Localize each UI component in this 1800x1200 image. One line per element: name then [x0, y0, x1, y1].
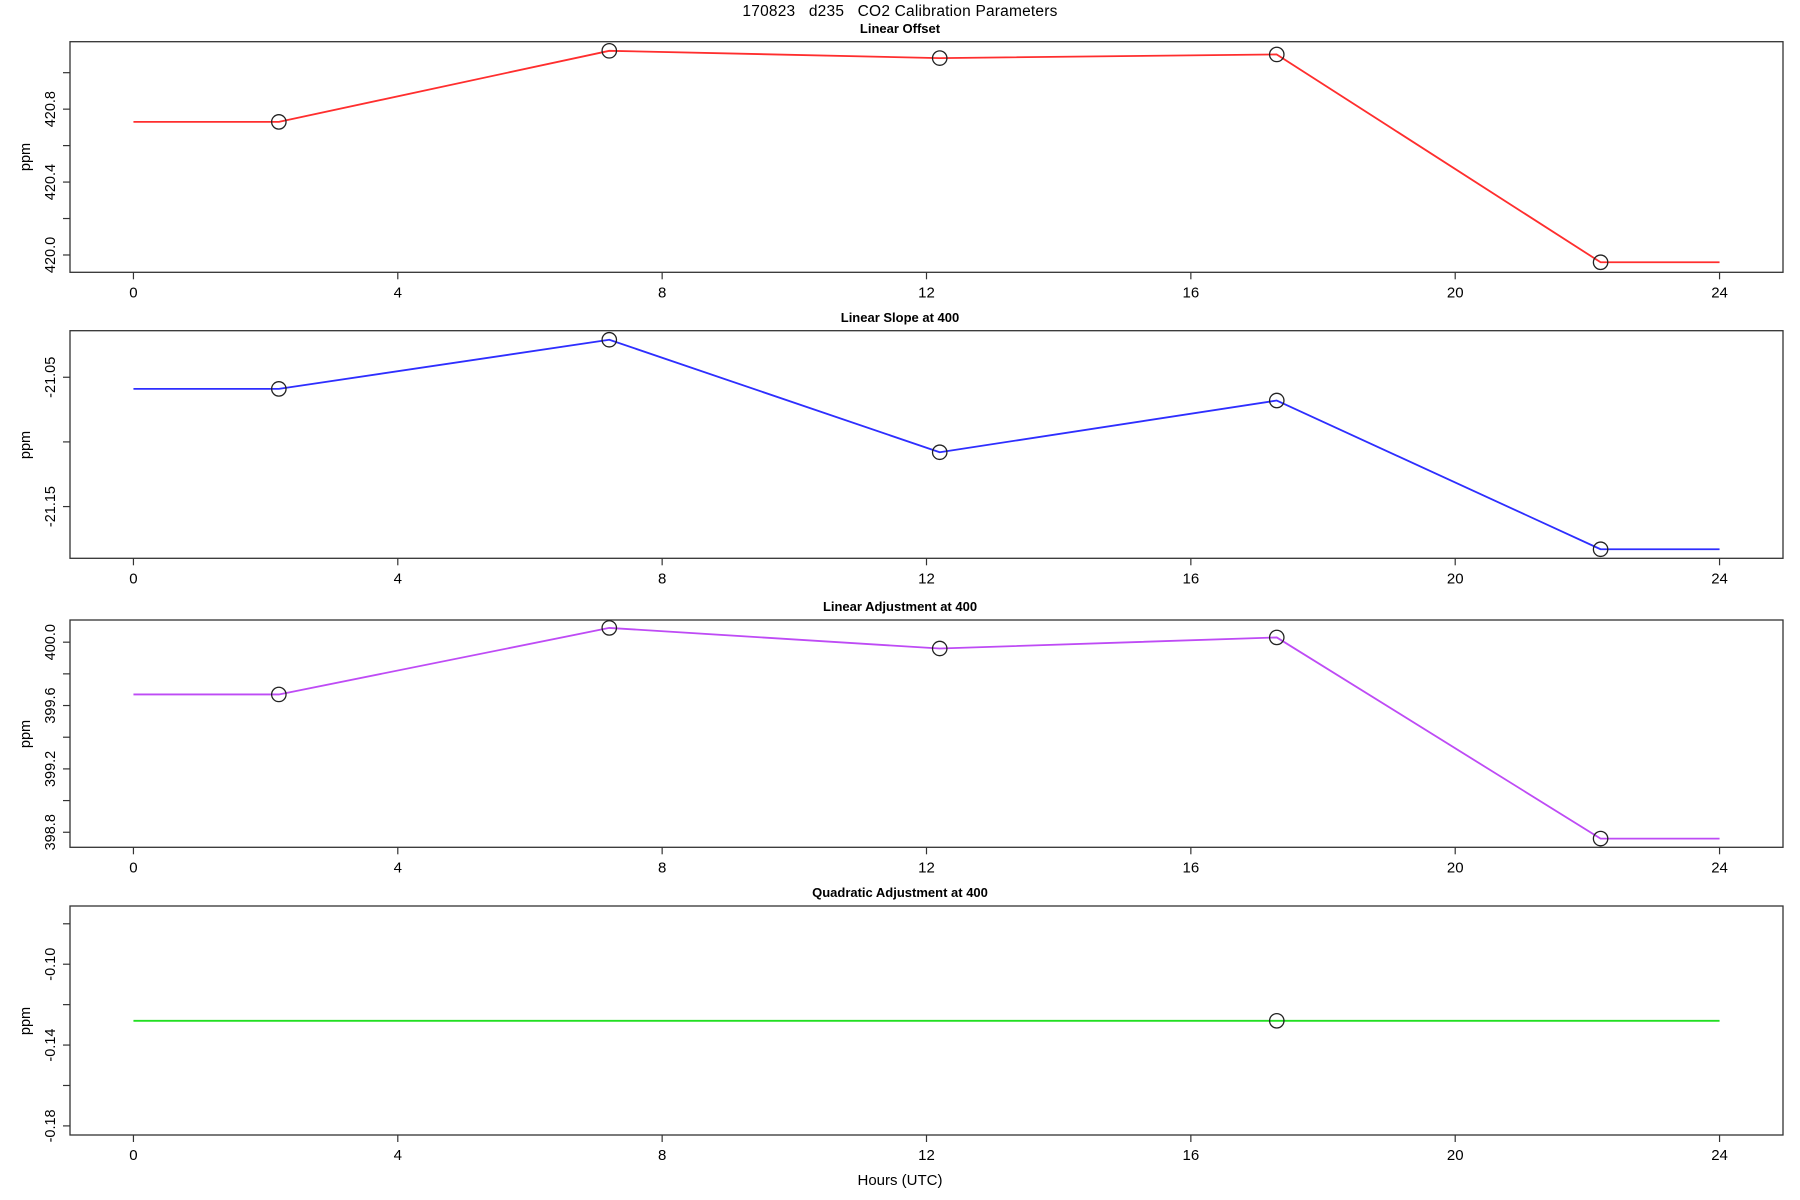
x-axis-label: Hours (UTC): [857, 1172, 943, 1189]
series-line-2: [133, 338, 1720, 551]
page-title: 170823 d235 CO2 Calibration Parameters: [742, 3, 1058, 20]
data-point-marker: [1592, 541, 1609, 558]
y-tick-label: 399.2: [43, 751, 59, 787]
x-tick-label: 16: [1183, 570, 1200, 587]
y-tick-label: -0.10: [43, 948, 59, 981]
y-tick-label: 398.8: [43, 814, 59, 850]
x-tick-label: 20: [1447, 859, 1464, 876]
y-tick-label: 400.0: [43, 624, 59, 660]
x-tick-label: 12: [918, 1147, 935, 1164]
y-tick-label: -0.18: [43, 1109, 59, 1142]
x-tick-label: 8: [658, 859, 666, 876]
x-tick-label: 12: [918, 284, 935, 301]
panel-3-box: [69, 619, 1784, 848]
data-point-marker: [601, 331, 618, 348]
panel-title-linear-slope: Linear Slope at 400: [840, 310, 960, 325]
x-tick-label: 4: [394, 570, 402, 587]
x-tick-label: 12: [918, 570, 935, 587]
x-tick-label: 20: [1447, 570, 1464, 587]
data-point-marker: [1268, 392, 1285, 409]
x-tick-label: 16: [1183, 1147, 1200, 1164]
panel-title-linear-adjustment: Linear Adjustment at 400: [822, 599, 978, 614]
series-line-1: [133, 49, 1720, 264]
y-tick-label: 399.6: [43, 687, 59, 723]
x-tick-label: 0: [129, 1147, 137, 1164]
data-point-marker: [1268, 1012, 1285, 1029]
data-point-marker: [931, 444, 948, 461]
x-tick-label: 20: [1447, 1147, 1464, 1164]
y-tick-label: 420.8: [43, 91, 59, 127]
data-point-marker: [1268, 629, 1285, 646]
x-tick-label: 16: [1183, 859, 1200, 876]
x-tick-label: 16: [1183, 284, 1200, 301]
x-tick-label: 8: [658, 1147, 666, 1164]
data-point-marker: [1592, 254, 1609, 271]
series-line-3: [133, 627, 1720, 840]
x-tick-label: 24: [1711, 284, 1728, 301]
x-tick-label: 8: [658, 570, 666, 587]
x-tick-label: 20: [1447, 284, 1464, 301]
data-point-marker: [931, 640, 948, 657]
x-tick-label: 0: [129, 570, 137, 587]
panel-1-box: [69, 41, 1784, 273]
x-tick-label: 24: [1711, 1147, 1728, 1164]
data-point-marker: [270, 381, 287, 397]
y-tick-label: -0.14: [43, 1029, 59, 1062]
x-tick-label: 8: [658, 284, 666, 301]
x-tick-label: 4: [394, 859, 402, 876]
x-tick-label: 12: [918, 859, 935, 876]
data-point-marker: [270, 686, 287, 703]
x-tick-label: 24: [1711, 570, 1728, 587]
x-tick-label: 4: [394, 1147, 402, 1164]
x-tick-label: 0: [129, 859, 137, 876]
panel-title-quadratic-adjustment: Quadratic Adjustment at 400: [812, 885, 988, 900]
x-tick-label: 24: [1711, 859, 1728, 876]
y-tick-label: 420.4: [43, 164, 59, 200]
data-point-marker: [601, 42, 618, 59]
x-tick-label: 0: [129, 284, 137, 301]
y-tick-label: -21.05: [43, 357, 59, 398]
panel-2-box: [69, 330, 1784, 559]
y-tick-label: 420.0: [43, 237, 59, 273]
data-point-marker: [931, 50, 948, 66]
x-tick-label: 4: [394, 284, 402, 301]
data-point-marker: [1592, 830, 1609, 847]
y-tick-label: -21.15: [43, 486, 59, 527]
data-point-marker: [270, 114, 287, 130]
panel-title-linear-offset: Linear Offset: [859, 21, 941, 36]
data-point-marker: [601, 620, 618, 636]
data-point-marker: [1268, 46, 1285, 63]
